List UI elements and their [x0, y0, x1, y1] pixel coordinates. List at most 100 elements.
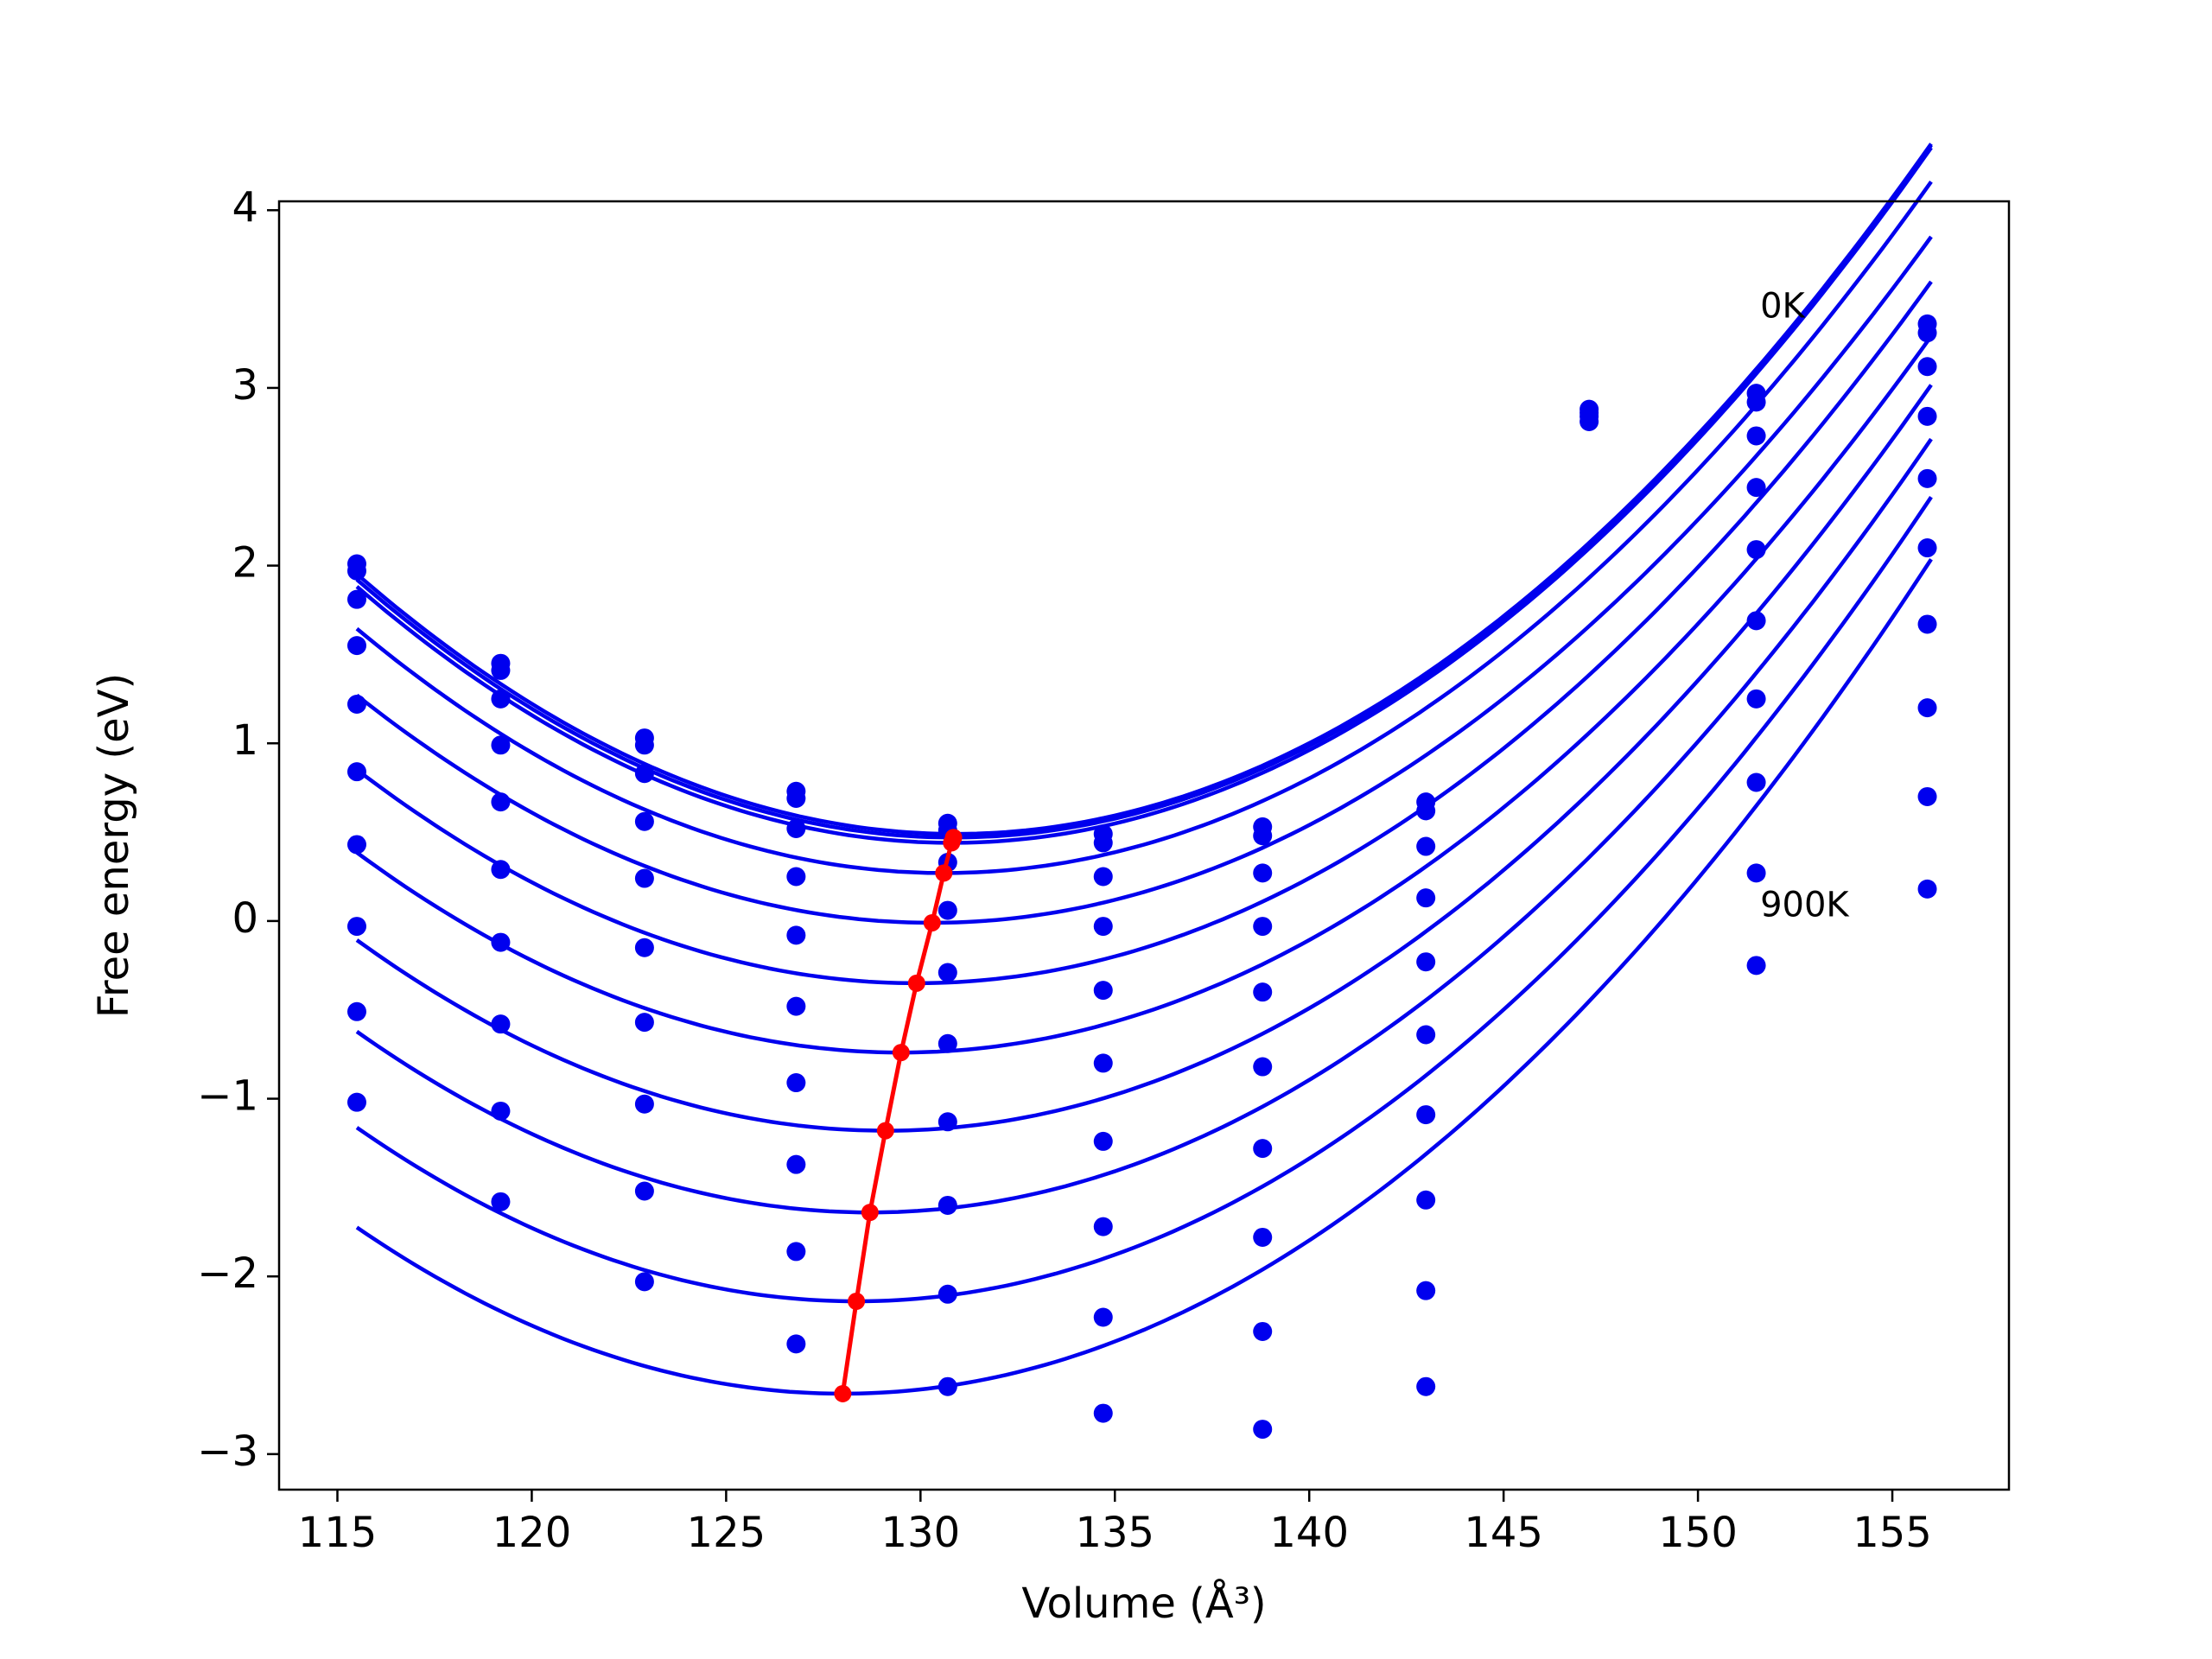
data-point-9-8 — [1746, 863, 1766, 883]
data-point-5-4 — [1093, 981, 1113, 1001]
annotation-0: 0K — [1760, 286, 1806, 326]
y-tick-label-5: 2 — [232, 539, 258, 588]
x-axis-ticks: 115 120 125 130 135 140 145 150 155 — [298, 1490, 1932, 1557]
data-point-9-6 — [1746, 689, 1766, 709]
y-tick-label-4: 1 — [232, 716, 258, 765]
data-point-0-4 — [346, 695, 366, 715]
data-point-5-2 — [1093, 867, 1113, 887]
data-point-8-3 — [1580, 412, 1599, 432]
minimum-point-8 — [848, 1293, 866, 1311]
data-point-3-6 — [786, 1073, 806, 1093]
data-point-0-7 — [346, 917, 366, 937]
data-point-9-3 — [1746, 478, 1766, 498]
x-tick-label-5: 140 — [1269, 1509, 1349, 1557]
data-point-9-1 — [1746, 392, 1766, 412]
minimum-point-6 — [876, 1122, 894, 1140]
data-point-9-4 — [1746, 540, 1766, 560]
data-point-6-1 — [1253, 826, 1273, 846]
data-point-7-4 — [1416, 952, 1436, 972]
data-point-2-1 — [634, 735, 654, 755]
data-point-7-7 — [1416, 1190, 1436, 1210]
data-point-2-9 — [634, 1272, 654, 1292]
y-axis-label: Free energy (eV) — [90, 673, 138, 1018]
data-point-1-1 — [491, 660, 511, 680]
data-point-1-5 — [491, 860, 511, 880]
data-point-1-7 — [491, 1014, 511, 1034]
x-tick-label-0: 115 — [298, 1509, 378, 1557]
x-tick-label-3: 130 — [881, 1509, 961, 1557]
y-tick-label-1: −2 — [197, 1249, 258, 1298]
data-point-3-1 — [786, 789, 806, 809]
fitted-curve-6 — [355, 334, 1933, 1055]
data-point-7-3 — [1416, 888, 1436, 908]
y-axis-ticks: −3 −2 −1 0 1 2 3 4 — [197, 183, 279, 1476]
data-point-9-9 — [1746, 956, 1766, 976]
data-point-10-3 — [1917, 406, 1937, 426]
data-point-4-6 — [938, 1112, 957, 1132]
data-point-1-6 — [491, 932, 511, 952]
data-point-5-9 — [1093, 1403, 1113, 1423]
annotations: 0K 900K — [1760, 286, 1850, 925]
minimum-line-group — [834, 829, 963, 1402]
data-point-10-9 — [1917, 879, 1937, 899]
data-point-10-8 — [1917, 786, 1937, 806]
data-point-7-5 — [1416, 1025, 1436, 1045]
fitted-curve-7 — [355, 384, 1933, 1133]
data-point-2-3 — [634, 811, 654, 831]
data-point-4-8 — [938, 1284, 957, 1304]
minimum-point-7 — [861, 1204, 879, 1222]
data-point-6-4 — [1253, 982, 1273, 1002]
data-point-7-9 — [1416, 1376, 1436, 1396]
data-point-2-4 — [634, 868, 654, 888]
x-tick-label-6: 145 — [1464, 1509, 1543, 1557]
data-point-5-7 — [1093, 1217, 1113, 1236]
fitted-curve-2 — [355, 146, 1933, 845]
y-tick-label-3: 0 — [232, 894, 258, 943]
data-point-7-6 — [1416, 1105, 1436, 1125]
data-point-3-5 — [786, 996, 806, 1016]
minimum-point-4 — [907, 974, 925, 992]
minimum-point-1 — [943, 834, 961, 852]
data-point-3-8 — [786, 1242, 806, 1262]
fitted-curve-4 — [355, 235, 1933, 925]
data-point-1-4 — [491, 792, 511, 812]
x-tick-label-7: 150 — [1658, 1509, 1738, 1557]
minimum-point-2 — [935, 864, 953, 882]
data-point-0-8 — [346, 1001, 366, 1021]
fitted-curves — [355, 143, 1933, 1396]
data-point-3-4 — [786, 925, 806, 945]
data-point-7-2 — [1416, 836, 1436, 856]
data-point-3-2 — [786, 818, 806, 838]
x-tick-label-8: 155 — [1853, 1509, 1932, 1557]
fitted-curve-8 — [355, 437, 1933, 1215]
data-point-4-9 — [938, 1376, 957, 1396]
fitted-curve-5 — [355, 280, 1933, 986]
data-point-3-9 — [786, 1334, 806, 1354]
data-point-0-2 — [346, 589, 366, 609]
data-point-6-8 — [1253, 1321, 1273, 1341]
data-point-0-1 — [346, 561, 366, 581]
data-point-0-9 — [346, 1092, 366, 1112]
data-point-9-5 — [1746, 611, 1766, 631]
data-point-9-7 — [1746, 772, 1766, 792]
fitted-curve-1 — [355, 143, 1933, 840]
data-point-4-4 — [938, 963, 957, 982]
data-point-10-1 — [1917, 323, 1937, 343]
data-point-10-7 — [1917, 698, 1937, 718]
x-tick-label-2: 125 — [687, 1509, 766, 1557]
data-point-3-7 — [786, 1154, 806, 1174]
data-point-5-8 — [1093, 1307, 1113, 1327]
data-point-4-7 — [938, 1195, 957, 1215]
data-point-4-3 — [938, 900, 957, 920]
x-tick-label-1: 120 — [493, 1509, 572, 1557]
annotation-1: 900K — [1760, 885, 1850, 925]
data-point-6-2 — [1253, 863, 1273, 883]
data-point-1-2 — [491, 689, 511, 709]
data-point-7-8 — [1416, 1281, 1436, 1300]
data-point-0-3 — [346, 636, 366, 656]
data-point-6-3 — [1253, 917, 1273, 937]
minimum-point-5 — [892, 1044, 910, 1062]
y-tick-label-2: −1 — [197, 1072, 258, 1121]
data-point-6-9 — [1253, 1420, 1273, 1440]
